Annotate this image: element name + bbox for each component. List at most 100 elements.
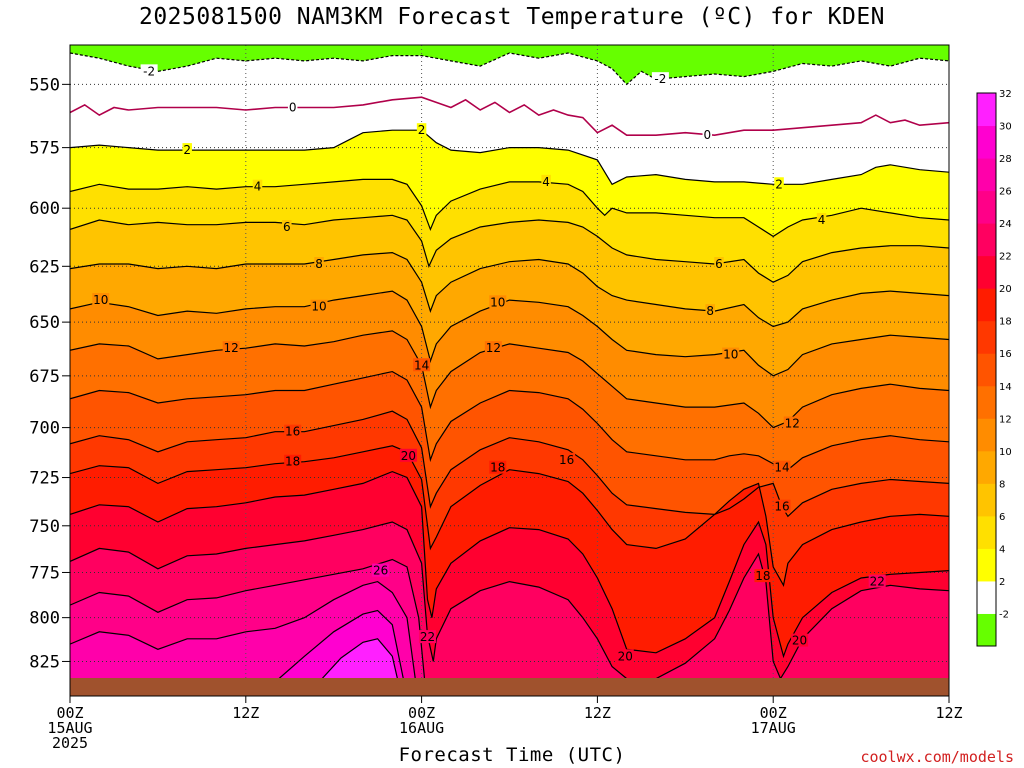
colorbar-tick-label: 16 — [999, 349, 1012, 360]
colorbar-tick-label: 24 — [999, 219, 1012, 230]
temperature-fill-layer — [70, 53, 949, 682]
x-tick-label: 17AUG — [751, 719, 796, 737]
y-tick-label: 675 — [29, 367, 60, 387]
colorbar-swatch — [977, 93, 996, 127]
contour-line-28 — [274, 609, 405, 682]
contour-label: 6 — [715, 257, 723, 271]
colorbar-tick-label: 2 — [999, 577, 1005, 588]
contour-line-30 — [318, 638, 399, 682]
colorbar-swatch — [977, 288, 996, 322]
contour-label: 16 — [285, 425, 300, 439]
contour-label-bg — [372, 563, 390, 577]
colorbar-swatch — [977, 223, 996, 257]
contour-label: 8 — [315, 257, 323, 271]
contour-label-bg — [314, 257, 324, 271]
contour-label-bg — [558, 452, 576, 466]
colorbar-swatch — [977, 418, 996, 452]
ground-bar — [70, 678, 949, 696]
x-tick-label: 00Z — [56, 704, 83, 722]
chart-title: 2025081500 NAM3KM Forecast Temperature (… — [138, 4, 886, 30]
contour-line-22 — [70, 521, 949, 680]
contour-label-bg — [868, 574, 886, 588]
contour-label-bg — [92, 293, 110, 307]
y-tick-label: 600 — [29, 199, 60, 219]
contour-label: 16 — [559, 453, 574, 467]
contour-label-bg — [541, 174, 551, 188]
contour-line-2 — [70, 129, 949, 186]
contour-label-bg — [773, 460, 791, 474]
contour-line-18 — [70, 445, 949, 588]
contour-label-bg — [791, 633, 809, 647]
contour-label-bg — [282, 220, 292, 234]
contour-label-bg — [182, 143, 192, 157]
colorbar-swatch — [977, 450, 996, 484]
y-tick-label: 800 — [29, 609, 60, 629]
y-tick-label: 575 — [29, 139, 60, 159]
contour-label: 18 — [755, 569, 770, 583]
contour-label-bg — [616, 649, 634, 663]
contour-label-bg — [484, 341, 502, 355]
colorbar-tick-label: 4 — [999, 544, 1005, 555]
colorbar-swatch — [977, 320, 996, 354]
colorbar-frame — [976, 92, 997, 647]
colorbar-tick-label: 14 — [999, 382, 1012, 393]
contour-label: 22 — [420, 630, 435, 644]
contour-label: 4 — [542, 175, 550, 189]
contour-label: 10 — [723, 348, 738, 362]
contour-label: 20 — [618, 649, 633, 663]
contour-label-bg — [399, 448, 417, 462]
colorbar-tick-label: 8 — [999, 479, 1005, 490]
x-axis-label: Forecast Time (UTC) — [398, 744, 626, 766]
colorbar-tick-label: 22 — [999, 252, 1012, 263]
contour-label-bg — [284, 454, 302, 468]
y-tick-label: 775 — [29, 563, 60, 583]
contour-label: 14 — [774, 461, 789, 475]
source-credit: coolwx.com/models — [860, 748, 1014, 766]
colorbar-tick-label: 28 — [999, 154, 1012, 165]
contour-line-24 — [70, 558, 437, 682]
colorbar-swatch — [977, 515, 996, 549]
colorbar-swatch — [977, 385, 996, 419]
x-tick-label: 12Z — [584, 704, 611, 722]
contour-label: 0 — [289, 100, 297, 114]
contour-label: 20 — [792, 634, 807, 648]
contour-line-10 — [70, 290, 949, 377]
x-tick-label: 16AUG — [399, 719, 444, 737]
colorbar-tick-label: 30 — [999, 122, 1012, 133]
contour-line-8 — [70, 251, 949, 328]
contour-label: 6 — [283, 220, 291, 234]
y-tick-label: 650 — [29, 313, 60, 333]
contour-label-bg — [252, 179, 263, 193]
x-tick-label: 12Z — [935, 704, 962, 722]
contour-line-20 — [70, 470, 949, 659]
contour-label: 18 — [285, 455, 300, 469]
contour-line--2 — [70, 52, 949, 86]
colorbar-tick-label: 20 — [999, 284, 1012, 295]
colorbar-tick-label: 26 — [999, 187, 1012, 198]
contour-label-bg — [714, 257, 724, 271]
contour-label: 10 — [93, 293, 108, 307]
contour-label: 12 — [785, 417, 800, 431]
contour-label: -2 — [654, 72, 666, 86]
contour-label: 10 — [490, 295, 505, 309]
colorbar-swatch — [977, 158, 996, 192]
colorbar-swatch — [977, 580, 996, 614]
y-axis: 550 575 600 625 650 675 700 725 750 775 800 825 — [29, 75, 70, 672]
contour-label-bg — [705, 304, 715, 318]
contour-label: 12 — [486, 341, 501, 355]
contour-label: 2 — [775, 177, 783, 191]
colorbar-tick-label: 18 — [999, 317, 1012, 328]
contour-label: 8 — [706, 304, 714, 318]
contour-label: -2 — [143, 64, 155, 78]
colorbar-swatch — [977, 255, 996, 289]
contour-label-bg — [287, 100, 298, 114]
contour-label-bg — [489, 460, 507, 474]
contour-label: 4 — [254, 180, 262, 194]
x-tick-label: 00Z — [760, 704, 787, 722]
contour-label: 22 — [870, 575, 885, 589]
colorbar-swatch — [977, 353, 996, 387]
contour-label: 12 — [224, 341, 239, 355]
contour-label-bg — [722, 347, 740, 361]
